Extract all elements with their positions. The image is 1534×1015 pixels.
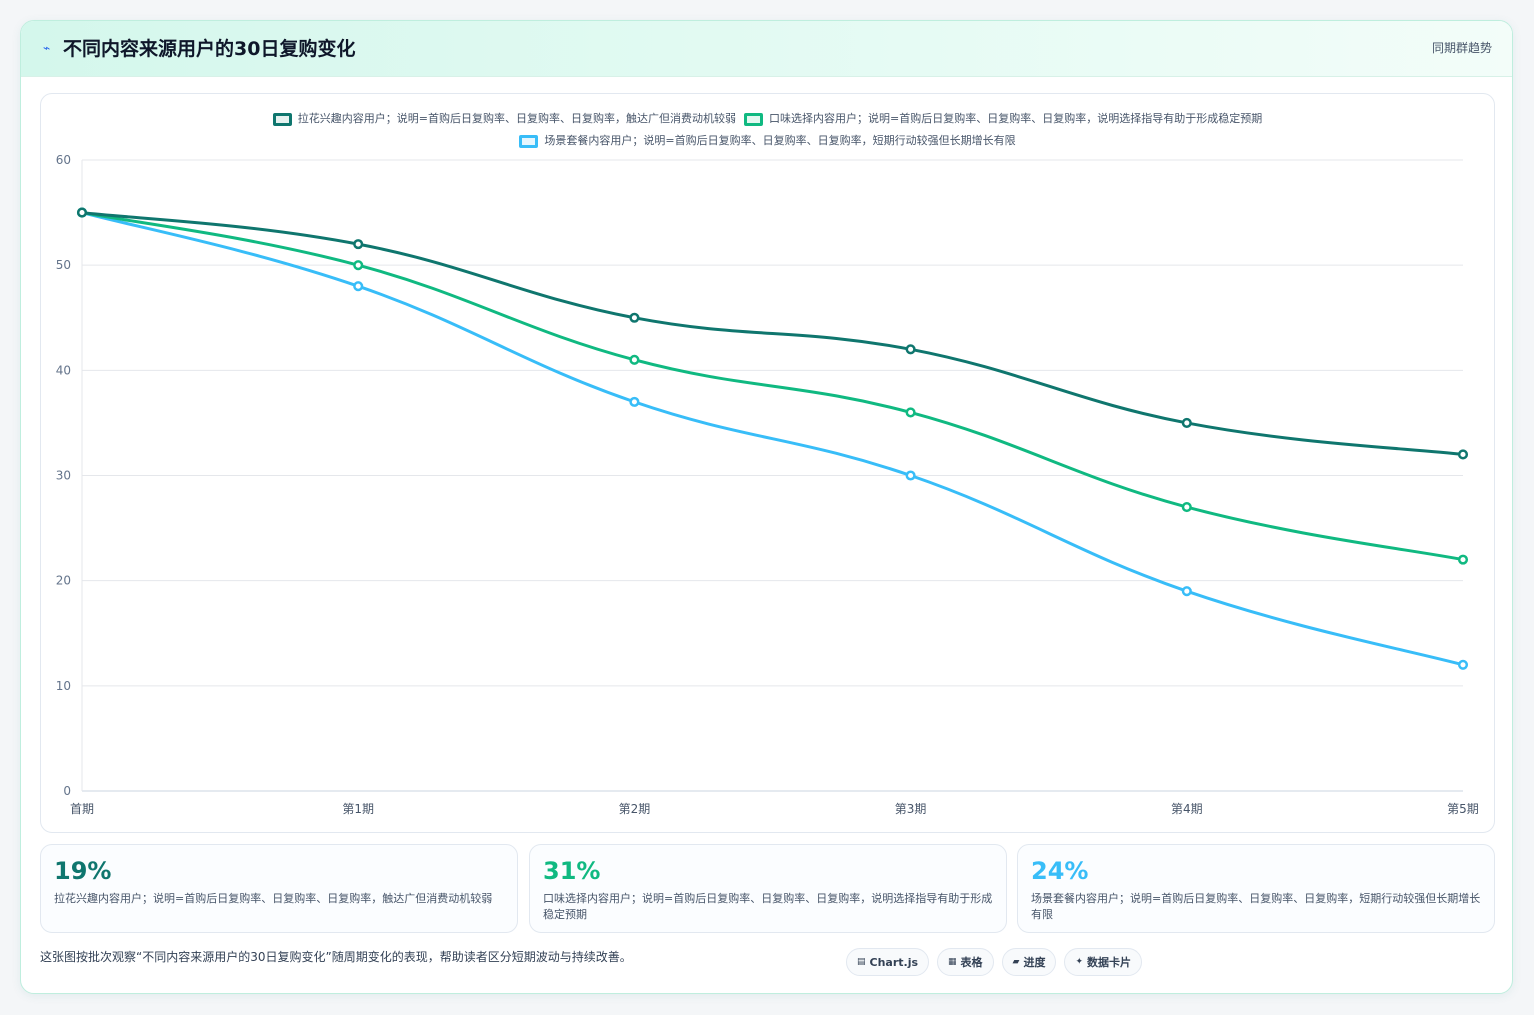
page-title: 不同内容来源用户的30日复购变化 — [63, 38, 356, 60]
stat-value-2: 31% — [543, 857, 601, 885]
data-point-series-3 — [1457, 659, 1469, 670]
data-point-series-3 — [905, 470, 916, 481]
series-line-2 — [81, 211, 1464, 562]
stat-card-3: 24% 场景套餐内容用户；说明=首购后日复购率、日复购率、日复购率，短期行动较强… — [1017, 844, 1495, 933]
legend-swatch-series-2 — [744, 112, 763, 126]
x-tick-label: 第5期 — [1447, 802, 1479, 816]
cohort-trend-link[interactable]: 同期群趋势 — [1431, 41, 1492, 55]
data-point-series-1 — [76, 207, 88, 218]
legend-row-2: 场景套餐内容用户；说明=首购后日复购率、日复购率、日复购率，短期行动较强但长期增… — [41, 134, 1494, 148]
legend-label-series-1: 拉花兴趣内容用户；说明=首购后日复购率、日复购率、日复购率，触达广但消费动机较弱 — [297, 112, 736, 125]
series-line-3 — [81, 211, 1464, 667]
line-chart: 0 10 20 30 40 50 60 首期 第1期 第2期 第3期 第4期 第5期 — [56, 153, 1479, 816]
data-point-series-2 — [353, 260, 364, 271]
tag-label: 进度 — [1023, 956, 1046, 969]
y-tick-label: 20 — [56, 574, 71, 588]
tag-label: 表格 — [960, 956, 983, 969]
tag-label: 数据卡片 — [1087, 956, 1132, 969]
stat-card-1: 19% 拉花兴趣内容用户；说明=首购后日复购率、日复购率、日复购率，触达广但消费… — [40, 844, 518, 933]
tag-progress[interactable]: ▰ 进度 — [1001, 948, 1057, 976]
data-point-series-2 — [629, 354, 640, 365]
tag-chartjs[interactable]: ▤ Chart.js — [846, 948, 930, 976]
legend-label-series-3: 场景套餐内容用户；说明=首购后日复购率、日复购率、日复购率，短期行动较强但长期增… — [544, 134, 1016, 147]
legend-item-series-1[interactable]: 拉花兴趣内容用户；说明=首购后日复购率、日复购率、日复购率，触达广但消费动机较弱 — [272, 112, 736, 126]
chart-card: ⌁ 不同内容来源用户的30日复购变化 同期群趋势 拉花兴趣内容用户；说明=首购后… — [20, 20, 1513, 994]
x-tick-label: 第2期 — [619, 802, 651, 816]
tag-label: Chart.js — [869, 955, 919, 969]
legend-item-series-3[interactable]: 场景套餐内容用户；说明=首购后日复购率、日复购率、日复购率，短期行动较强但长期增… — [519, 134, 1016, 148]
legend-swatch-series-3 — [519, 134, 539, 148]
data-point-series-3 — [1181, 586, 1192, 597]
footer-note: 这张图按批次观察“不同内容来源用户的30日复购变化”随周期变化的表现，帮助读者区… — [40, 950, 632, 964]
line-chart-icon: ⌁ — [43, 41, 51, 55]
chart-panel: 拉花兴趣内容用户；说明=首购后日复购率、日复购率、日复购率，触达广但消费动机较弱… — [40, 93, 1495, 833]
y-tick-label: 10 — [56, 679, 71, 693]
x-tick-label: 第4期 — [1171, 802, 1203, 816]
data-point-series-2 — [1181, 502, 1192, 513]
table-icon: ▦ — [948, 957, 957, 967]
legend-label-series-2: 口味选择内容用户；说明=首购后日复购率、日复购率、日复购率，说明选择指导有助于形… — [769, 112, 1263, 125]
stat-desc-1: 拉花兴趣内容用户；说明=首购后日复购率、日复购率、日复购率，触达广但消费动机较弱 — [54, 892, 493, 905]
stat-desc-3: 场景套餐内容用户；说明=首购后日复购率、日复购率、日复购率，短期行动较强但长期增… — [1031, 892, 1481, 921]
data-point-series-1 — [629, 312, 640, 323]
y-tick-label: 30 — [56, 469, 71, 483]
y-tick-label: 50 — [56, 258, 71, 272]
x-tick-label: 第3期 — [895, 802, 927, 816]
sparkle-icon: ✦ — [1075, 957, 1084, 967]
x-tick-label: 第1期 — [342, 802, 374, 816]
data-point-series-3 — [353, 281, 364, 292]
stat-desc-2: 口味选择内容用户；说明=首购后日复购率、日复购率、日复购率，说明选择指导有助于形… — [543, 892, 993, 921]
progress-icon: ▰ — [1012, 957, 1020, 967]
tag-list: ▤ Chart.js ▦ 表格 ▰ 进度 ✦ 数据卡片 — [846, 948, 1143, 976]
data-point-series-1 — [1181, 417, 1192, 428]
data-point-series-2 — [1457, 554, 1469, 565]
tag-data-card[interactable]: ✦ 数据卡片 — [1064, 948, 1143, 976]
y-tick-label: 60 — [56, 153, 71, 167]
chart-icon: ▤ — [857, 957, 866, 967]
data-point-series-1 — [905, 344, 916, 355]
card-header: ⌁ 不同内容来源用户的30日复购变化 同期群趋势 — [21, 21, 1512, 77]
series-line-1 — [81, 211, 1464, 456]
tag-table[interactable]: ▦ 表格 — [937, 948, 994, 976]
y-tick-label: 0 — [63, 784, 71, 798]
y-tick-label: 40 — [56, 363, 71, 377]
data-point-series-1 — [1457, 449, 1469, 460]
legend-row-1: 拉花兴趣内容用户；说明=首购后日复购率、日复购率、日复购率，触达广但消费动机较弱… — [41, 112, 1494, 126]
legend-item-series-2[interactable]: 口味选择内容用户；说明=首购后日复购率、日复购率、日复购率，说明选择指导有助于形… — [744, 112, 1262, 126]
data-point-series-2 — [905, 407, 916, 418]
stat-card-2: 31% 口味选择内容用户；说明=首购后日复购率、日复购率、日复购率，说明选择指导… — [529, 844, 1007, 933]
stat-value-3: 24% — [1031, 857, 1089, 885]
data-point-series-3 — [629, 396, 640, 407]
x-tick-label: 首期 — [70, 802, 94, 816]
data-point-series-1 — [353, 239, 364, 250]
stat-value-1: 19% — [54, 857, 112, 885]
legend-swatch-series-1 — [272, 112, 292, 126]
